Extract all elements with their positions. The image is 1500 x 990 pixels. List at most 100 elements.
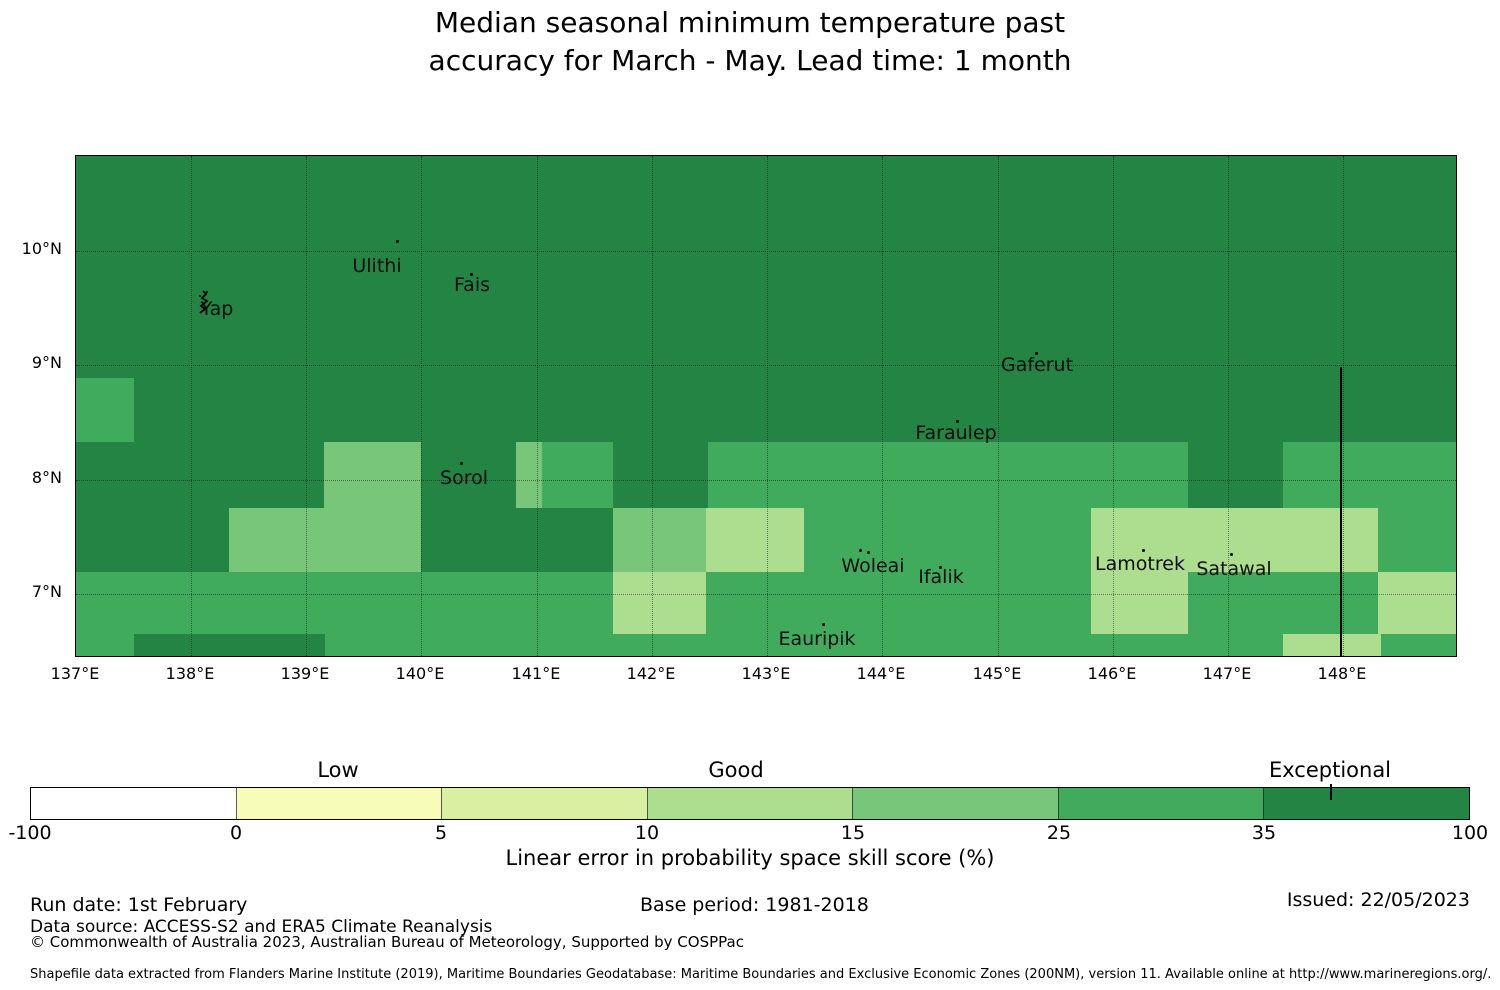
- island-label: Ifalik: [918, 566, 964, 588]
- map-cell: [1283, 442, 1456, 508]
- island-label: Eauripik: [778, 628, 856, 650]
- colorbar-segment: [1264, 788, 1470, 819]
- colorbar-tick-label: 25: [1046, 822, 1072, 844]
- colorbar-tick-label: 5: [434, 822, 448, 844]
- x-axis-tick-label: 147°E: [1202, 664, 1252, 683]
- colorbar-tick-label: 100: [1451, 822, 1489, 844]
- map-cell: [804, 508, 1091, 572]
- figure-title-line2: accuracy for March - May. Lead time: 1 m…: [428, 44, 1072, 77]
- x-axis-tick-label: 138°E: [165, 664, 215, 683]
- colorbar-quality-label: Low: [317, 758, 359, 782]
- map-cell: [76, 378, 134, 442]
- island-label: Fais: [453, 274, 491, 296]
- x-axis-tick-label: 148°E: [1317, 664, 1367, 683]
- longitude-gridline: [537, 156, 538, 656]
- colorbar-segment: [1058, 788, 1265, 819]
- y-axis-tick-label: 9°N: [31, 353, 62, 372]
- colorbar-tick-label: 15: [840, 822, 866, 844]
- x-axis-tick-label: 137°E: [50, 664, 100, 683]
- longitude-gridline: [1343, 156, 1344, 656]
- colorbar-segment: [853, 788, 1059, 819]
- map-cell: [516, 442, 542, 508]
- island-label: Satawal: [1196, 558, 1272, 580]
- map-cell: [76, 634, 134, 656]
- map-cell: [1378, 572, 1456, 634]
- run-date-text: Run date: 1st February: [30, 894, 248, 916]
- island-label: Sorol: [440, 467, 488, 489]
- longitude-gridline: [998, 156, 999, 656]
- island-label: Woleai: [841, 555, 905, 577]
- colorbar-quality-label: Exceptional: [1268, 758, 1392, 782]
- x-axis-tick-label: 142°E: [626, 664, 676, 683]
- x-axis-tick-label: 143°E: [741, 664, 791, 683]
- latitude-gridline: [76, 594, 1456, 595]
- longitude-gridline: [652, 156, 653, 656]
- colorbar-segment: [31, 788, 237, 819]
- latitude-gridline: [76, 365, 1456, 366]
- colorbar-tick-label: 0: [229, 822, 243, 844]
- island-label: Faraulep: [915, 422, 997, 444]
- map-cell: [706, 572, 1091, 634]
- island-label: Ulithi: [352, 255, 402, 277]
- colorbar-tick-label: -100: [8, 822, 52, 844]
- x-axis-tick-label: 141°E: [511, 664, 561, 683]
- x-axis-tick-label: 144°E: [856, 664, 906, 683]
- colorbar-segment: [647, 788, 854, 819]
- latitude-gridline: [76, 251, 1456, 252]
- map-cell: [325, 634, 1283, 656]
- eez-boundary-line: [1340, 367, 1342, 656]
- map-cell: [1283, 634, 1381, 656]
- map-cell: [324, 442, 421, 572]
- map-cell: [1378, 508, 1456, 572]
- colorbar: [30, 787, 1470, 820]
- figure-title: Median seasonal minimum temperature past…: [0, 4, 1500, 80]
- exceptional-tick-mark: [1330, 784, 1332, 800]
- island-dot: [1230, 553, 1233, 556]
- colorbar-tick-label: 35: [1251, 822, 1277, 844]
- map-cell: [542, 442, 613, 508]
- y-axis-tick-label: 8°N: [31, 468, 62, 487]
- y-axis-tick-label: 10°N: [21, 239, 62, 258]
- copyright-text: © Commonwealth of Australia 2023, Austra…: [30, 933, 744, 951]
- island-dot: [1142, 549, 1145, 552]
- colorbar-quality-label: Good: [708, 758, 764, 782]
- island-dot: [939, 566, 942, 569]
- y-axis-tick-label: 7°N: [31, 582, 62, 601]
- x-axis-tick-label: 140°E: [395, 664, 445, 683]
- island-dot: [867, 551, 870, 554]
- map-cell: [76, 572, 613, 634]
- island-dot: [1035, 352, 1038, 355]
- map-cell: [706, 508, 804, 572]
- longitude-gridline: [882, 156, 883, 656]
- island-label: Yap: [200, 298, 234, 320]
- shapefile-note-text: Shapefile data extracted from Flanders M…: [30, 967, 1492, 982]
- longitude-gridline: [1113, 156, 1114, 656]
- issued-date-text: Issued: 22/05/2023: [1286, 889, 1470, 911]
- data-source-text: Data source: ACCESS-S2 and ERA5 Climate …: [30, 917, 493, 937]
- island-dot: [859, 549, 862, 552]
- island-dot: [460, 462, 463, 465]
- colorbar-segment: [236, 788, 443, 819]
- map-area: Yap Ulithi Fais Sorol Gaferut Faraulep Woleai I…: [75, 155, 1457, 657]
- map-cell: [229, 508, 324, 572]
- map-cell: [613, 508, 706, 572]
- base-period-text: Base period: 1981-2018: [640, 894, 869, 916]
- island-dot: [956, 420, 959, 423]
- x-axis-tick-label: 139°E: [280, 664, 330, 683]
- figure-title-line1: Median seasonal minimum temperature past: [434, 6, 1066, 39]
- colorbar-segment: [442, 788, 648, 819]
- island-label: Lamotrek: [1095, 553, 1185, 575]
- map-cell: [613, 572, 706, 634]
- colorbar-tick-label: 10: [634, 822, 660, 844]
- longitude-gridline: [191, 156, 192, 656]
- island-label: Gaferut: [1000, 354, 1074, 376]
- island-dot: [396, 240, 399, 243]
- latitude-gridline: [76, 480, 1456, 481]
- longitude-gridline: [767, 156, 768, 656]
- yap-island-shape: [196, 290, 212, 318]
- island-dot: [470, 273, 473, 276]
- longitude-gridline: [1228, 156, 1229, 656]
- island-dot: [822, 623, 825, 626]
- longitude-gridline: [306, 156, 307, 656]
